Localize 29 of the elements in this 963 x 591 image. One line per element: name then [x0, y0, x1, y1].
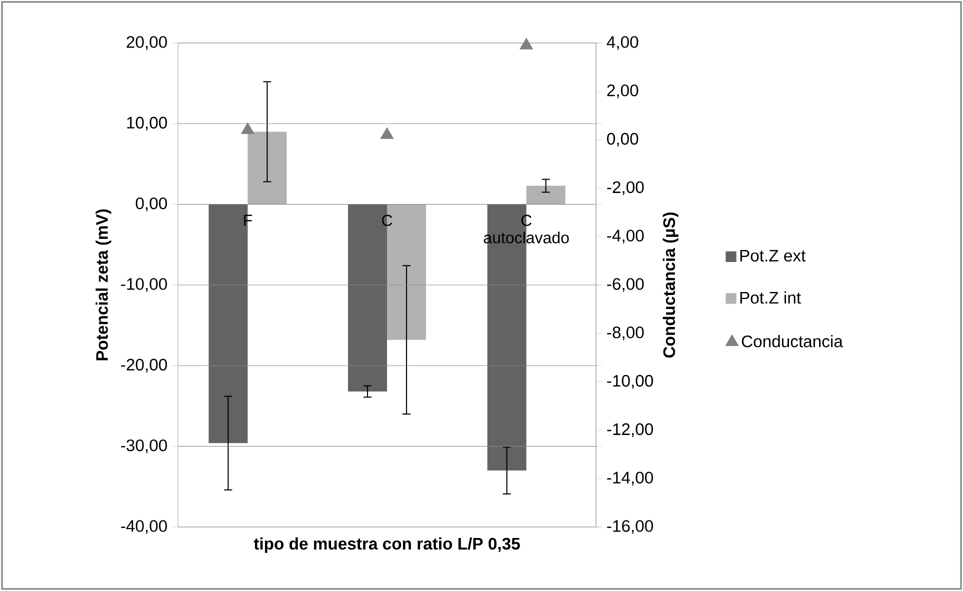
y-tick-label: 10,00	[127, 116, 167, 131]
y-tick-label: -30,00	[121, 439, 167, 454]
y-tick-label: -40,00	[121, 520, 167, 534]
y2-tick-label: -16,00	[607, 520, 654, 534]
y2-tick-label: -8,00	[607, 326, 644, 340]
y-tick-label: 0,00	[136, 197, 167, 212]
y2-tick-label: -10,00	[607, 374, 654, 389]
legend-label: Pot.Z ext	[740, 250, 806, 262]
y-tick-label: -20,00	[121, 358, 167, 373]
y2-tick-label: -12,00	[607, 423, 654, 438]
bar	[526, 186, 566, 204]
y2-tick-label: -6,00	[607, 278, 644, 292]
y-axis-title: Potencial zeta (mV)	[96, 209, 112, 360]
y2-tick-label: 0,00	[607, 132, 638, 147]
point	[380, 127, 394, 139]
point	[520, 38, 533, 50]
y2-tick-label: -14,00	[607, 472, 654, 486]
legend-label: Conductancia	[742, 335, 843, 348]
y-tick-label: -10,00	[121, 278, 167, 292]
y2-tick-label: 4,00	[606, 36, 638, 50]
x-tick-label: C	[382, 214, 392, 226]
x-axis-title: tipo de muestra con ratio L/P 0,35	[254, 537, 520, 553]
legend-label: Pot.Z int	[740, 291, 801, 304]
y-tick-label: 20,00	[126, 36, 167, 50]
y2-tick-label: 2,00	[607, 84, 638, 98]
y2-axis-title: Conductancia (µS)	[662, 212, 678, 358]
y2-tick-label: -4,00	[607, 230, 644, 244]
point	[241, 122, 254, 134]
y2-tick-label: -2,00	[607, 181, 644, 196]
